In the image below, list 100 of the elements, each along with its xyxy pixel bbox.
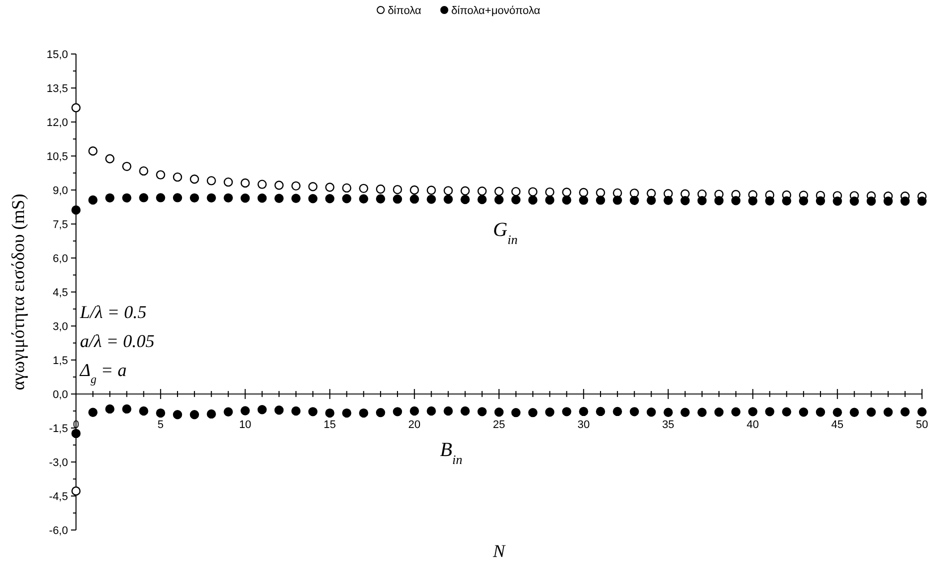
x-tick-label: 10: [239, 419, 252, 431]
point: [511, 186, 521, 196]
point: [596, 188, 606, 198]
point: [748, 407, 758, 416]
point: [511, 195, 521, 204]
point: [866, 196, 876, 206]
point: [798, 408, 808, 417]
point: [900, 407, 910, 417]
point: [291, 406, 301, 416]
point: [731, 196, 740, 206]
point: [765, 196, 774, 206]
y-tick-label: 10,5: [46, 151, 68, 163]
point: [444, 406, 453, 416]
point: [477, 407, 487, 416]
point: [850, 408, 859, 417]
point: [426, 406, 436, 416]
point: [494, 408, 504, 417]
annotation: Δ$_{g}$ = a: [79, 360, 127, 386]
point: [325, 182, 334, 192]
point: [494, 195, 504, 204]
point: [714, 408, 724, 417]
point: [528, 187, 538, 196]
point: [359, 408, 368, 418]
point: [612, 196, 622, 205]
point: [782, 407, 792, 417]
point: [917, 407, 927, 417]
y-tick-label: -1,5: [49, 423, 68, 435]
point: [224, 407, 233, 417]
point: [832, 408, 842, 417]
x-tick-label: 25: [492, 419, 506, 431]
point: [105, 193, 114, 203]
point: [612, 406, 622, 416]
point: [917, 196, 927, 206]
x-tick-label: 15: [324, 419, 336, 431]
point: [596, 196, 606, 205]
point: [646, 408, 656, 417]
point: [359, 184, 368, 194]
point: [816, 196, 826, 206]
point: [291, 181, 301, 191]
point: [511, 408, 521, 418]
point: [460, 406, 470, 416]
legend-label: δίπολα+μονόπολα: [451, 5, 541, 17]
point: [139, 406, 148, 416]
point: [206, 176, 216, 186]
point: [866, 408, 876, 417]
point: [206, 409, 216, 419]
point: [190, 193, 200, 203]
x-tick-label: 20: [408, 419, 421, 431]
y-axis-title: αγωγιμότητα εισόδου (mS): [8, 194, 28, 390]
point: [376, 184, 386, 194]
point: [782, 196, 792, 206]
point: [88, 408, 98, 417]
point: [258, 194, 267, 203]
point: [460, 186, 470, 196]
point: [156, 193, 166, 202]
point: [494, 186, 504, 196]
point: [291, 194, 301, 203]
y-tick-label: 3,0: [52, 321, 68, 333]
y-tick-label: 12,0: [46, 117, 68, 129]
point: [325, 194, 334, 204]
point: [664, 196, 673, 206]
y-tick-label: 1,5: [52, 355, 68, 367]
point: [274, 405, 284, 415]
point: [748, 196, 758, 206]
y-tick-label: 15,0: [46, 49, 68, 61]
point: [562, 188, 572, 197]
point: [156, 170, 166, 180]
annotation: B$_{in}$: [440, 439, 462, 466]
point: [325, 408, 334, 418]
point: [410, 406, 419, 416]
point: [680, 196, 690, 206]
point: [528, 408, 538, 418]
point: [122, 162, 132, 172]
point: [392, 194, 402, 204]
point: [172, 193, 182, 202]
point: [71, 428, 81, 438]
point: [477, 194, 487, 204]
y-tick-label: 13,5: [46, 83, 68, 95]
point: [71, 486, 81, 496]
point: [426, 194, 436, 204]
annotation: a/λ = 0.05: [80, 331, 154, 351]
point: [258, 405, 267, 414]
point: [105, 404, 114, 414]
point: [308, 182, 318, 192]
point: [392, 407, 402, 416]
y-tick-label: -4,5: [49, 491, 68, 503]
y-tick-label: 0,0: [52, 389, 68, 401]
point: [477, 186, 487, 196]
x-tick-label: 50: [916, 419, 928, 431]
point: [274, 194, 284, 203]
point: [122, 193, 132, 203]
point: [139, 166, 148, 176]
point: [765, 407, 774, 416]
point: [206, 193, 216, 203]
point: [630, 407, 639, 416]
point: [105, 154, 114, 164]
point: [410, 185, 419, 195]
point: [240, 178, 250, 188]
x-tick-label: 35: [662, 419, 674, 431]
y-tick-label: -6,0: [49, 525, 68, 537]
